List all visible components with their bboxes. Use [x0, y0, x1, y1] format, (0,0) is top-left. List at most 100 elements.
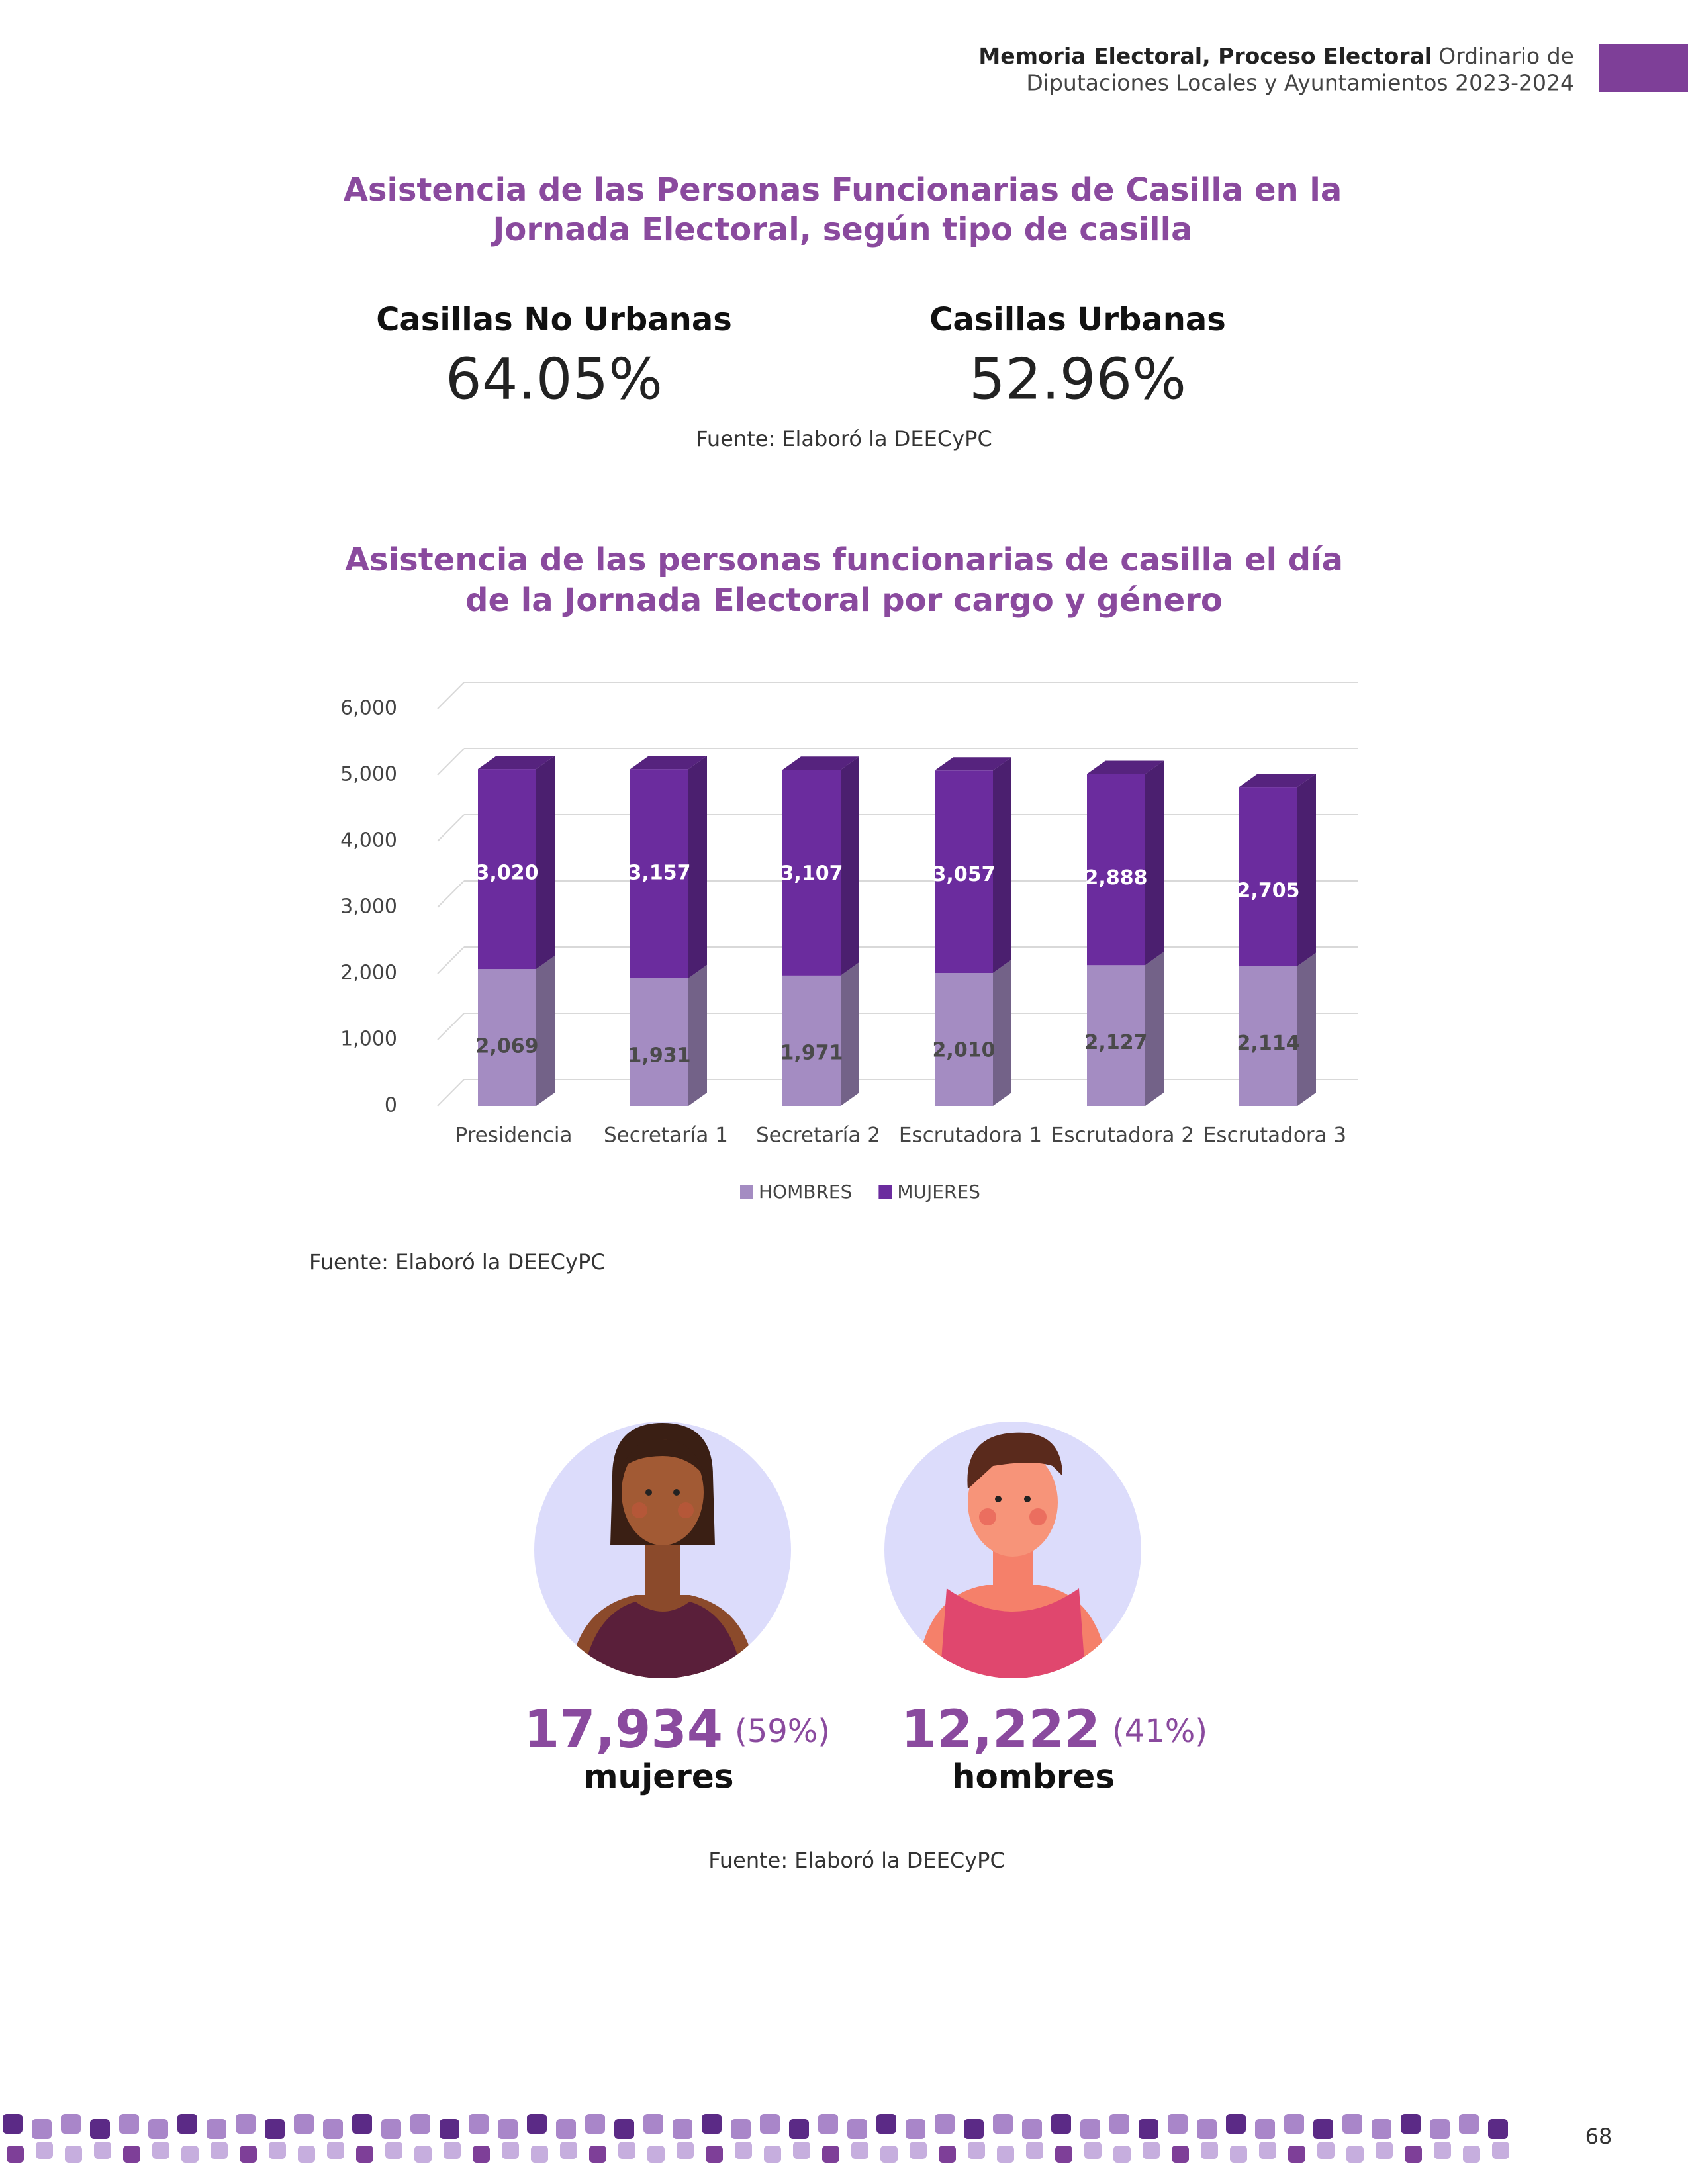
bar — [935, 770, 993, 973]
band-stitch — [61, 2114, 81, 2134]
bar-top — [478, 756, 555, 770]
x-tick-label: Escrutadora 2 — [1051, 1124, 1194, 1148]
band-stitch — [94, 2142, 111, 2159]
band-stitch — [789, 2119, 809, 2139]
y-tick-label: 4,000 — [340, 829, 397, 852]
source-note: Fuente: Elaboró la DEECyPC — [708, 1848, 1005, 1873]
band-stitch — [265, 2119, 285, 2139]
data-label: 3,057 — [933, 863, 996, 886]
band-stitch — [148, 2119, 168, 2139]
band-stitch — [211, 2142, 228, 2159]
bar-side — [1297, 774, 1316, 966]
band-stitch — [876, 2114, 896, 2134]
source-note: Fuente: Elaboró la DEECyPC — [309, 1250, 606, 1275]
data-label: 1,971 — [780, 1041, 843, 1064]
band-stitch — [910, 2142, 927, 2159]
band-stitch — [498, 2119, 518, 2139]
band-stitch — [1113, 2146, 1131, 2163]
bar-top — [935, 757, 1011, 771]
x-tick-label: Escrutadora 1 — [899, 1124, 1042, 1148]
band-stitch — [764, 2146, 781, 2163]
x-tick-label: Secretaría 2 — [756, 1124, 880, 1148]
y-tick-label: 1,000 — [340, 1028, 397, 1051]
legend-swatch — [740, 1185, 753, 1199]
band-stitch — [1401, 2114, 1421, 2134]
bar — [478, 969, 536, 1106]
chart-title: de la Jornada Electoral por cargo y géne… — [465, 582, 1223, 619]
band-stitch — [1255, 2119, 1275, 2139]
band-stitch — [119, 2114, 139, 2134]
band-stitch — [731, 2119, 751, 2139]
band-stitch — [1109, 2114, 1129, 2134]
band-stitch — [851, 2142, 868, 2159]
band-stitch — [968, 2142, 985, 2159]
band-stitch — [410, 2114, 430, 2134]
band-stitch — [560, 2142, 577, 2159]
band-stitch — [1201, 2142, 1218, 2159]
legend-swatch — [878, 1185, 892, 1199]
bar — [630, 978, 688, 1106]
band-stitch — [1288, 2146, 1305, 2163]
band-stitch — [527, 2114, 547, 2134]
band-stitch — [1168, 2114, 1188, 2134]
page-number: 68 — [1585, 2124, 1613, 2149]
band-stitch — [614, 2119, 634, 2139]
header-bold: Memoria Electoral, Proceso Electoral — [978, 43, 1432, 69]
bar-side — [993, 960, 1011, 1106]
header-tab — [1599, 44, 1688, 92]
y-tick-label: 0 — [385, 1094, 397, 1117]
band-stitch — [181, 2146, 199, 2163]
bar-side — [536, 956, 555, 1106]
x-tick-label: Escrutadora 3 — [1203, 1124, 1346, 1148]
band-stitch — [1376, 2142, 1393, 2159]
data-label: 3,157 — [628, 862, 691, 885]
band-stitch — [1022, 2119, 1042, 2139]
people-count: 12,222 (41%) — [901, 1700, 1207, 1760]
band-stitch — [1430, 2119, 1450, 2139]
band-stitch — [556, 2119, 576, 2139]
band-stitch — [294, 2114, 314, 2134]
woman-icon — [534, 1422, 791, 1678]
band-stitch — [240, 2146, 257, 2163]
band-stitch — [7, 2146, 24, 2163]
grid-diagonal — [437, 880, 465, 908]
man-icon — [884, 1422, 1141, 1678]
band-stitch — [1230, 2146, 1247, 2163]
data-label: 3,020 — [476, 862, 539, 885]
band-stitch — [906, 2119, 925, 2139]
bar-side — [1297, 952, 1316, 1106]
x-tick-label: Presidencia — [455, 1124, 572, 1148]
grid-diagonal — [437, 748, 465, 776]
band-stitch — [1372, 2119, 1391, 2139]
bar-side — [841, 756, 859, 976]
data-label: 2,888 — [1085, 866, 1148, 889]
bar-side — [993, 757, 1011, 973]
band-stitch — [643, 2114, 663, 2134]
band-stitch — [1313, 2119, 1333, 2139]
band-stitch — [939, 2146, 956, 2163]
band-stitch — [381, 2119, 401, 2139]
band-stitch — [793, 2142, 810, 2159]
y-tick-label: 5,000 — [340, 763, 397, 786]
count: 17,934 — [524, 1700, 723, 1760]
band-stitch — [993, 2114, 1013, 2134]
band-stitch — [1434, 2142, 1451, 2159]
band-stitch — [123, 2146, 140, 2163]
band-stitch — [706, 2146, 723, 2163]
band-stitch — [1284, 2114, 1304, 2134]
header-line-1: Memoria Electoral, Proceso Electoral Ordi… — [978, 43, 1574, 69]
band-stitch — [1139, 2119, 1158, 2139]
band-stitch — [207, 2119, 226, 2139]
band-stitch — [997, 2146, 1014, 2163]
band-stitch — [822, 2146, 839, 2163]
legend-label: MUJERES — [897, 1181, 980, 1203]
bar — [935, 973, 993, 1106]
band-stitch — [1051, 2114, 1071, 2134]
bar-side — [688, 964, 707, 1106]
bar-side — [841, 962, 859, 1106]
band-stitch — [236, 2114, 256, 2134]
header-rest: Ordinario de — [1438, 43, 1574, 69]
bar-side — [536, 756, 555, 970]
data-label: 3,107 — [780, 862, 843, 886]
